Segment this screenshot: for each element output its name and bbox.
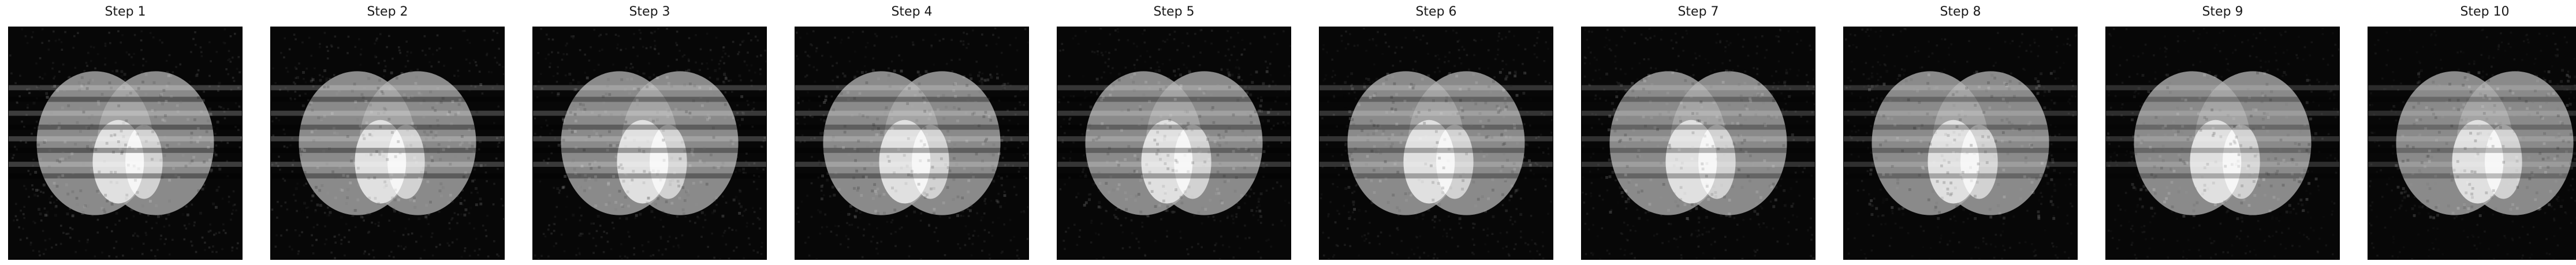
panel-title: Step 4 (891, 5, 933, 19)
panel-step-3: Step 3 (532, 0, 767, 265)
stripe-artifacts (1319, 85, 1553, 179)
foreground-noise (819, 69, 1007, 220)
reconstruction-image (2368, 27, 2576, 260)
panel-step-4: Step 4 (795, 0, 1029, 265)
stripe-artifacts (1844, 85, 2077, 179)
reconstruction-image (1843, 27, 2078, 260)
stripe-artifacts (1057, 85, 1291, 179)
foreground-noise (2392, 69, 2576, 219)
panel-title: Step 8 (1940, 5, 1981, 19)
panel-step-1: Step 1 (8, 0, 243, 265)
bright-ellipse-overlap (125, 124, 144, 199)
phantom-image-svg (795, 27, 1028, 259)
bright-ellipse-overlap (2485, 124, 2504, 199)
stripe-artifacts (2368, 85, 2576, 179)
phantom-image-svg (2106, 27, 2339, 259)
foreground-noise (1868, 69, 2057, 220)
stripe-artifacts (271, 85, 504, 179)
panel-title: Step 10 (2460, 5, 2510, 19)
bright-ellipse-overlap (1436, 124, 1455, 199)
panel-title: Step 3 (629, 5, 670, 19)
bright-ellipse-overlap (912, 124, 931, 199)
bright-ellipse-overlap (1960, 124, 1979, 199)
bright-ellipse-overlap (1698, 124, 1717, 199)
foreground-noise (2130, 70, 2318, 221)
reconstruction-image (1581, 27, 1815, 260)
stripe-artifacts (9, 85, 242, 179)
reconstruction-image (270, 27, 505, 260)
reconstruction-image (2105, 27, 2340, 260)
bright-ellipse-overlap (2223, 124, 2242, 199)
phantom-image-svg (1319, 27, 1553, 259)
reconstruction-image (1057, 27, 1291, 260)
stripe-artifacts (2106, 85, 2339, 179)
panel-step-7: Step 7 (1581, 0, 1815, 265)
panel-title: Step 7 (1677, 5, 1719, 19)
foreground-noise (1343, 70, 1533, 221)
foreground-noise (556, 69, 745, 221)
panel-step-10: Step 10 (2368, 0, 2576, 265)
panel-title: Step 6 (1415, 5, 1457, 19)
stripe-artifacts (795, 85, 1028, 179)
foreground-noise (1605, 69, 1794, 220)
panel-step-6: Step 6 (1319, 0, 1553, 265)
phantom-image-svg (533, 27, 766, 259)
panel-step-5: Step 5 (1057, 0, 1291, 265)
phantom-image-svg (9, 27, 242, 259)
foreground-noise (32, 69, 222, 218)
phantom-image-svg (1844, 27, 2077, 259)
stripe-artifacts (533, 85, 766, 179)
bright-ellipse-overlap (387, 124, 407, 199)
reconstruction-image (532, 27, 767, 260)
phantom-image-svg (1057, 27, 1291, 259)
panel-step-2: Step 2 (270, 0, 505, 265)
panel-step-8: Step 8 (1843, 0, 2078, 265)
panel-title: Step 5 (1153, 5, 1195, 19)
reconstruction-image (1319, 27, 1553, 260)
panel-title: Step 9 (2202, 5, 2243, 19)
phantom-image-svg (1582, 27, 1815, 259)
reconstruction-image (8, 27, 243, 260)
reconstruction-image (795, 27, 1029, 260)
bright-ellipse-overlap (1174, 124, 1193, 199)
bright-ellipse-overlap (650, 124, 669, 199)
panel-step-9: Step 9 (2105, 0, 2340, 265)
phantom-image-svg (2368, 27, 2576, 259)
phantom-image-svg (271, 27, 504, 259)
foreground-noise (294, 69, 483, 221)
panel-title: Step 2 (367, 5, 408, 19)
foreground-noise (1082, 69, 1270, 220)
panel-title: Step 1 (105, 5, 146, 19)
stripe-artifacts (1582, 85, 1815, 179)
